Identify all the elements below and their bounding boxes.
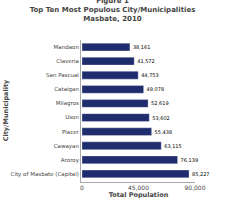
svg-text:45,000: 45,000 [128,184,149,191]
svg-text:49,078: 49,078 [147,86,165,92]
svg-text:0: 0 [80,184,84,191]
svg-text:San Pascual: San Pascual [46,72,79,78]
svg-text:City of Masbate (Capital): City of Masbate (Capital) [11,171,79,178]
svg-text:Milagros: Milagros [56,100,79,107]
svg-text:Placer: Placer [62,129,80,135]
svg-text:Claveria: Claveria [56,58,79,64]
svg-text:Uson: Uson [65,114,79,120]
svg-text:Aroroy: Aroroy [61,157,80,164]
svg-text:38,161: 38,161 [133,44,151,50]
svg-text:55,438: 55,438 [155,129,173,135]
svg-text:Cawayan: Cawayan [54,143,80,150]
svg-text:63,115: 63,115 [164,143,182,149]
svg-text:Mandaon: Mandaon [54,44,80,50]
svg-text:Cataigan: Cataigan [54,86,79,93]
svg-text:44,753: 44,753 [141,72,159,78]
svg-text:52,619: 52,619 [151,100,169,106]
svg-text:41,572: 41,572 [137,58,155,64]
svg-text:Total Population: Total Population [109,191,169,199]
svg-text:85,227: 85,227 [192,171,210,177]
svg-text:76,139: 76,139 [181,157,199,163]
svg-text:90,000: 90,000 [185,184,206,191]
svg-text:City/Municipality: City/Municipality [2,79,10,141]
svg-text:53,602: 53,602 [152,115,170,121]
svg-text:Figure 1Top Ten Most Populous: Figure 1Top Ten Most Populous City/Munic… [30,0,196,23]
